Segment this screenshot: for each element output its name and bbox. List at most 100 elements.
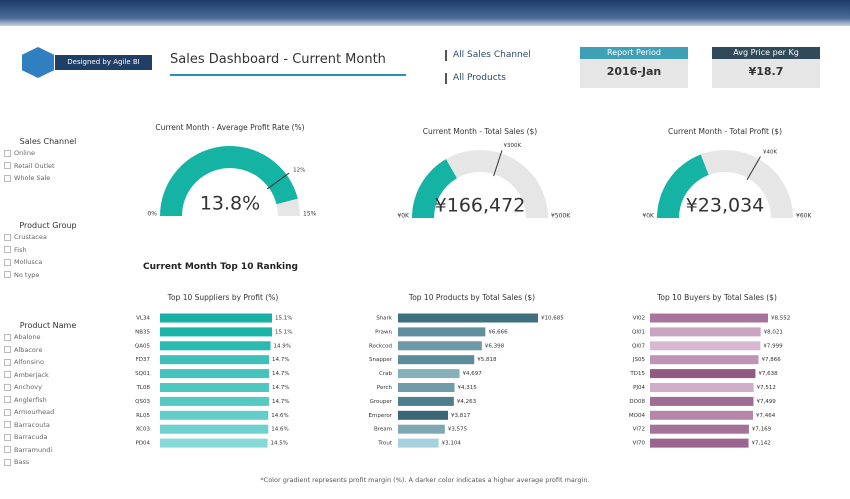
bar <box>398 369 460 379</box>
bar <box>650 341 761 351</box>
slicer-item-text: Alfonsino <box>14 358 44 366</box>
slicer-item[interactable]: Alfonsino <box>4 356 44 368</box>
slicer-item[interactable]: Crustacea <box>4 231 47 243</box>
card-label: Avg Price per Kg <box>712 47 820 59</box>
bar-category: QI07 <box>632 343 645 349</box>
bar-category: Trout <box>377 441 393 447</box>
bar-category: TD15 <box>629 371 645 377</box>
bar <box>160 313 272 323</box>
slicer-item[interactable]: Abalone <box>4 331 40 343</box>
slicer-title: Sales Channel <box>8 137 88 146</box>
gauge-title: Current Month - Total Profit ($) <box>668 127 782 136</box>
bar-value-label: ¥7,866 <box>762 357 782 363</box>
bar-value-label: ¥3,575 <box>448 427 468 433</box>
gauge-target-label: ¥300K <box>503 143 521 149</box>
gauge-title: Current Month - Average Profit Rate (%) <box>155 123 304 132</box>
bar-category: Grouper <box>370 399 393 405</box>
bar-category: MO04 <box>629 413 646 419</box>
slicer-item[interactable]: Mollusca <box>4 256 42 268</box>
slicer-item-text: Online <box>14 149 35 157</box>
logo-text: Designed by Agile BI <box>55 55 152 70</box>
gauge-target-label: 12% <box>293 168 305 174</box>
bar-category: Prawn <box>375 329 392 335</box>
slicer-title-text: Sales Channel <box>19 137 77 146</box>
bar <box>650 383 754 392</box>
slicer-item[interactable]: Anchovy <box>4 381 42 393</box>
bar <box>160 396 270 406</box>
gauge-target <box>266 172 290 190</box>
slicer-item[interactable]: Fish <box>4 244 27 256</box>
slicer-item[interactable]: Anglerfish <box>4 394 47 406</box>
slicer-item[interactable]: Barramundi <box>4 444 52 456</box>
bar-value-label: ¥7,638 <box>758 371 778 377</box>
bar-value-label: 14.6% <box>271 413 288 419</box>
bar <box>650 327 761 337</box>
slicer-item-text: Albacore <box>14 345 43 354</box>
gauge-title: Current Month - Total Sales ($) <box>423 127 537 136</box>
bar-category: XC03 <box>136 427 151 433</box>
bar-value-label: 14.9% <box>274 343 291 349</box>
gauge-tick-label: ¥500K <box>551 213 571 220</box>
slicer-item-text: Barramundi <box>14 445 53 454</box>
bar-value-label: 15.1% <box>275 329 292 335</box>
bar <box>650 410 753 420</box>
bar-value-label: 14.5% <box>271 441 288 447</box>
slicer-title: Product Name <box>8 321 88 330</box>
slicer-item-text: Amberjack <box>14 370 49 379</box>
gauge-target <box>493 150 503 177</box>
bar <box>398 438 439 448</box>
bar-category: RL05 <box>136 413 150 419</box>
card: Report Period 2016-Jan <box>580 47 688 88</box>
slicer-item-text: Whole Sale <box>14 174 51 182</box>
slicer-item[interactable]: Armourhead <box>4 406 54 418</box>
slicer-item[interactable]: Bass <box>4 456 29 468</box>
bar <box>160 383 270 392</box>
bar-value-label: ¥4,263 <box>457 399 477 405</box>
bar-category: TL08 <box>136 385 151 391</box>
slicer-item[interactable]: Albacore <box>4 344 42 356</box>
slicer-item[interactable]: Retail Outlet <box>4 160 55 172</box>
bar-value-label: ¥8,552 <box>771 316 790 322</box>
gauge-tick-label: ¥0K <box>642 213 655 220</box>
slicer-item-text: Fish <box>14 245 27 254</box>
slicer-item[interactable]: Online <box>4 147 35 159</box>
bar <box>398 383 455 392</box>
slicer-item-text: Bass <box>14 458 30 466</box>
bar-value-label: ¥7,512 <box>757 385 776 391</box>
bar-category: VI72 <box>633 427 645 433</box>
slicer-item[interactable]: Amberjack <box>4 369 49 381</box>
gauge-value <box>160 146 298 216</box>
top-band <box>0 0 850 26</box>
filter[interactable]: All Products <box>445 73 506 84</box>
bar-category: VL34 <box>136 316 150 322</box>
bar-value-label: 14.7% <box>272 371 289 377</box>
filter[interactable]: All Sales Channel <box>445 50 531 61</box>
bar-category: VI70 <box>633 441 646 447</box>
bar <box>398 313 538 323</box>
bar <box>650 438 749 448</box>
bar-category: Emperor <box>369 413 393 419</box>
slicer-item-text: Barracouta <box>14 420 50 429</box>
slicer-item-text: Barracuda <box>14 433 48 441</box>
bar <box>650 424 749 434</box>
bar-value-label: ¥7,464 <box>756 413 776 419</box>
slicer-item[interactable]: No type <box>4 269 39 281</box>
gauge-tick-label: 0% <box>147 211 157 218</box>
gauge-value <box>412 159 457 218</box>
bar-category: JS05 <box>632 357 646 363</box>
bar-category: Snapper <box>369 357 393 363</box>
slicer-item[interactable]: Barracouta <box>4 419 50 431</box>
bar-category: FD37 <box>136 357 151 363</box>
card-value: ¥18.7 <box>748 65 784 78</box>
bar <box>160 410 269 420</box>
bar-value-label: ¥3,817 <box>451 413 471 419</box>
gauge-value-label: ¥166,472 <box>435 195 526 217</box>
slicer-item[interactable]: Barracuda <box>4 431 47 443</box>
slicer-item[interactable]: Whole Sale <box>4 172 50 184</box>
card-label: Report Period <box>580 47 688 59</box>
bar-value-label: ¥7,142 <box>752 441 771 447</box>
bar <box>650 313 768 323</box>
slicer-title-text: Product Group <box>19 221 77 230</box>
